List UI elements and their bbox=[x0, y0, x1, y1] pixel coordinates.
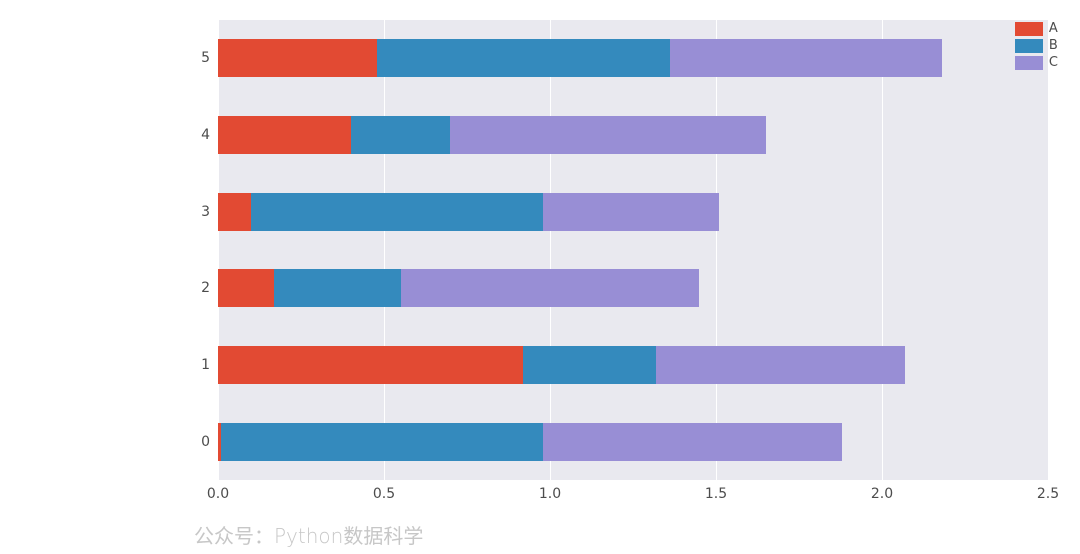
bar-segment-B bbox=[351, 116, 451, 154]
legend-swatch bbox=[1015, 56, 1043, 70]
legend-swatch bbox=[1015, 22, 1043, 36]
y-tick-label: 4 bbox=[201, 127, 210, 143]
bar-segment-C bbox=[543, 193, 719, 231]
bar-segment-A bbox=[218, 193, 251, 231]
legend-item-A: A bbox=[1015, 22, 1058, 37]
x-gridline bbox=[218, 20, 219, 480]
bar-segment-A bbox=[218, 269, 274, 307]
bar-segment-B bbox=[377, 39, 669, 77]
bar-segment-A bbox=[218, 116, 351, 154]
x-tick-label: 2.5 bbox=[1037, 486, 1059, 502]
x-tick-label: 0.5 bbox=[373, 486, 395, 502]
caption-text: 公众号：Python数据科学 bbox=[194, 520, 423, 549]
bar-segment-B bbox=[523, 346, 656, 384]
bar-row bbox=[218, 423, 842, 461]
x-tick-label: 1.0 bbox=[539, 486, 561, 502]
bar-segment-B bbox=[221, 423, 543, 461]
x-tick-label: 2.0 bbox=[871, 486, 893, 502]
bar-segment-A bbox=[218, 346, 523, 384]
legend-swatch bbox=[1015, 39, 1043, 53]
bar-segment-C bbox=[543, 423, 842, 461]
bar-row bbox=[218, 269, 699, 307]
x-gridline bbox=[882, 20, 883, 480]
bar-segment-C bbox=[401, 269, 700, 307]
bar-segment-A bbox=[218, 39, 377, 77]
x-tick-label: 1.5 bbox=[705, 486, 727, 502]
y-tick-label: 3 bbox=[201, 204, 210, 220]
y-tick-label: 5 bbox=[201, 50, 210, 66]
y-tick-label: 1 bbox=[201, 357, 210, 373]
legend-label: A bbox=[1049, 22, 1058, 37]
chart-container: ABC 0.00.51.01.52.02.5012345 bbox=[194, 16, 1062, 486]
bar-row bbox=[218, 39, 942, 77]
bar-row bbox=[218, 116, 766, 154]
bar-segment-B bbox=[251, 193, 543, 231]
legend-label: B bbox=[1049, 39, 1058, 54]
legend-item-C: C bbox=[1015, 56, 1058, 71]
plot-area bbox=[218, 20, 1048, 480]
bar-segment-B bbox=[274, 269, 400, 307]
x-gridline bbox=[1048, 20, 1049, 480]
bar-row bbox=[218, 346, 905, 384]
bar-segment-C bbox=[656, 346, 905, 384]
x-gridline bbox=[550, 20, 551, 480]
bar-row bbox=[218, 193, 719, 231]
y-tick-label: 2 bbox=[201, 280, 210, 296]
legend-label: C bbox=[1049, 56, 1058, 71]
bar-segment-C bbox=[450, 116, 765, 154]
y-tick-label: 0 bbox=[201, 434, 210, 450]
legend: ABC bbox=[1015, 22, 1058, 73]
bar-segment-C bbox=[670, 39, 942, 77]
x-gridline bbox=[716, 20, 717, 480]
legend-item-B: B bbox=[1015, 39, 1058, 54]
x-tick-label: 0.0 bbox=[207, 486, 229, 502]
x-gridline bbox=[384, 20, 385, 480]
